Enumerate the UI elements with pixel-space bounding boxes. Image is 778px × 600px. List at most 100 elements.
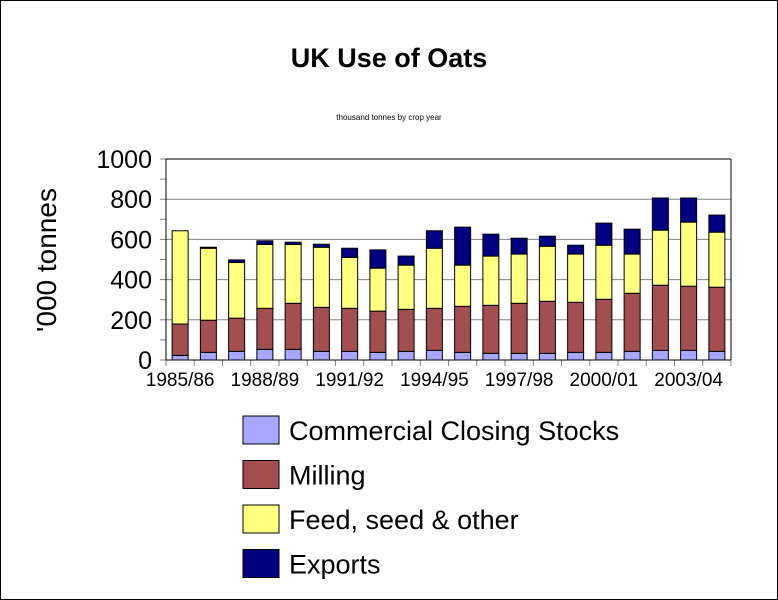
bar-segment — [538, 352, 556, 361]
bar-segment — [708, 286, 726, 352]
bar-segment — [623, 253, 641, 294]
bar-segment — [454, 305, 472, 353]
bar-segment — [708, 214, 726, 233]
bar-segment — [623, 292, 641, 352]
bar-segment — [482, 304, 500, 354]
bar-segment — [284, 241, 302, 245]
bar-segment — [482, 255, 500, 306]
bar-segment — [538, 245, 556, 302]
bar-segment — [595, 244, 613, 300]
bar-segment — [708, 350, 726, 361]
y-tick-label: 1000 — [96, 146, 152, 174]
legend-swatch — [242, 549, 280, 578]
bar-segment — [510, 237, 528, 255]
bar-segment — [425, 307, 443, 351]
bar-segment — [454, 226, 472, 266]
bar-segment — [595, 351, 613, 361]
bar-segment — [454, 351, 472, 361]
bar-segment — [567, 351, 585, 361]
bar-segment — [199, 319, 217, 353]
bar-segment — [312, 350, 330, 361]
bar-segment — [228, 259, 246, 264]
bar-segment — [256, 348, 274, 361]
bar-segment — [341, 256, 359, 309]
y-tick-label: 600 — [110, 226, 152, 254]
bar-segment — [680, 221, 698, 287]
x-tick-label: 1991/92 — [315, 370, 384, 391]
bar-segment — [567, 253, 585, 303]
bar-segment — [623, 350, 641, 361]
bar-segment — [312, 306, 330, 352]
x-tick-label: 2000/01 — [570, 370, 639, 391]
bar-segment — [680, 197, 698, 223]
bar-segment — [284, 348, 302, 361]
bar-segment — [425, 230, 443, 249]
legend-label: Feed, seed & other — [289, 505, 519, 535]
bar-segment — [651, 229, 669, 286]
legend-swatch — [242, 460, 280, 489]
bar-segment — [567, 244, 585, 255]
x-tick-label: 1985/86 — [146, 370, 215, 391]
bar-segment — [171, 354, 189, 361]
legend-label: Exports — [289, 550, 381, 580]
bar-segment — [538, 300, 556, 354]
bar-segment — [284, 243, 302, 304]
bar-segment — [171, 230, 189, 325]
bar-segment — [482, 233, 500, 257]
bar-segment — [651, 284, 669, 351]
bar-segment — [228, 350, 246, 361]
bar-segment — [595, 222, 613, 246]
legend-label: Milling — [289, 461, 366, 491]
bar-segment — [397, 308, 415, 352]
bar-segment — [595, 298, 613, 353]
x-tick-label: 1988/89 — [231, 370, 300, 391]
bar-segment — [341, 307, 359, 352]
bar-segment — [510, 352, 528, 361]
bar-segment — [397, 264, 415, 310]
bar-segment — [651, 349, 669, 361]
y-tick-label: 400 — [110, 267, 152, 295]
y-tick-label: 200 — [110, 307, 152, 335]
bar-segment — [369, 351, 387, 361]
bar-segment — [510, 253, 528, 304]
bar-segment — [397, 255, 415, 266]
bar-segment — [680, 349, 698, 361]
bar-segment — [397, 350, 415, 361]
bar-segment — [312, 243, 330, 248]
x-tick-label: 1994/95 — [400, 370, 469, 391]
bar-segment — [708, 231, 726, 288]
bar-segment — [510, 302, 528, 354]
bar-segment — [228, 317, 246, 352]
bar-segment — [369, 249, 387, 269]
bar-segment — [680, 285, 698, 351]
bar-segment — [228, 262, 246, 319]
chart-subtitle: thousand tonnes by crop year — [336, 113, 442, 122]
bar-segment — [623, 228, 641, 255]
bar-segment — [369, 310, 387, 353]
bar-segment — [425, 349, 443, 361]
x-tick-label: 1997/98 — [485, 370, 554, 391]
y-axis-label: '000 tonnes — [31, 188, 62, 332]
x-tick-label: 2003/04 — [654, 370, 723, 391]
bar-segment — [199, 247, 217, 321]
bar-segment — [341, 350, 359, 361]
bar-segment — [256, 307, 274, 350]
y-tick-label: 800 — [110, 186, 152, 214]
bar-segment — [454, 264, 472, 307]
bar-segment — [284, 302, 302, 350]
y-tick-label: 0 — [138, 347, 152, 375]
legend-label: Commercial Closing Stocks — [289, 416, 619, 446]
bar-segment — [567, 301, 585, 353]
bar-segment — [341, 247, 359, 258]
chart-title: UK Use of Oats — [291, 43, 488, 73]
legend-swatch — [242, 415, 280, 445]
bar-segment — [369, 267, 387, 312]
bar-segment — [312, 246, 330, 308]
bar-segment — [651, 197, 669, 231]
bar-segment — [425, 247, 443, 309]
bar-segment — [171, 323, 189, 356]
bar-segment — [199, 246, 217, 249]
legend-swatch — [242, 504, 280, 534]
